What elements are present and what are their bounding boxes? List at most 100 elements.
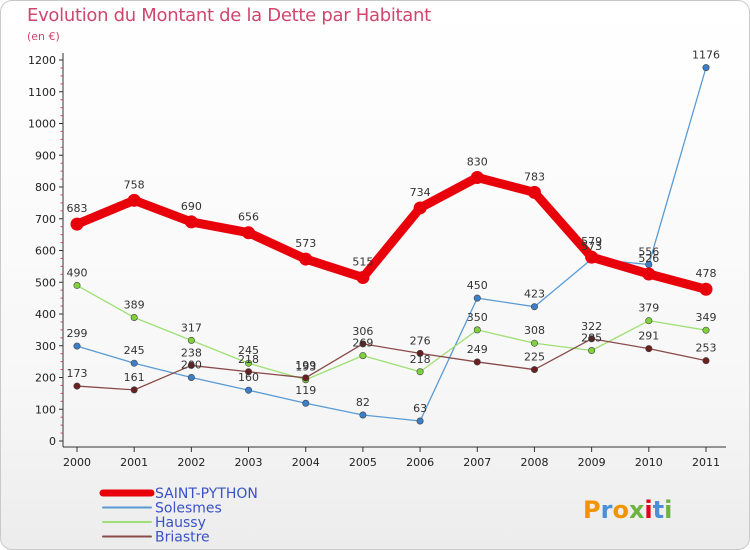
data-point-solesmes <box>702 64 710 72</box>
y-tick-label: 300 <box>35 340 56 353</box>
data-label-solesmes: 82 <box>356 396 370 409</box>
data-label-saint-python: 478 <box>696 267 717 280</box>
x-tick-label: 2003 <box>235 456 263 469</box>
data-point-haussy <box>588 347 596 355</box>
data-label-solesmes: 200 <box>181 359 202 372</box>
data-label-saint-python: 758 <box>124 178 145 191</box>
data-point-saint-python <box>642 267 656 281</box>
data-label-briastre: 238 <box>181 346 202 359</box>
x-tick-label: 2010 <box>635 456 663 469</box>
y-tick-label: 1000 <box>28 118 56 131</box>
data-label-haussy: 349 <box>696 311 717 324</box>
data-point-briastre <box>530 366 538 374</box>
data-label-solesmes: 450 <box>467 279 488 292</box>
data-label-saint-python: 830 <box>467 155 488 168</box>
data-point-haussy <box>530 339 538 347</box>
data-point-briastre <box>245 368 253 376</box>
data-label-briastre: 225 <box>524 351 545 364</box>
x-tick-label: 2004 <box>292 456 320 469</box>
data-point-haussy <box>645 317 653 325</box>
data-label-solesmes: 160 <box>238 371 259 384</box>
data-point-solesmes <box>530 303 538 311</box>
data-point-briastre <box>588 335 596 343</box>
data-label-solesmes: 119 <box>295 384 316 397</box>
series-line-briastre <box>76 338 707 391</box>
data-point-saint-python <box>242 226 256 240</box>
data-point-saint-python <box>299 252 313 266</box>
data-point-solesmes <box>73 342 81 350</box>
data-point-haussy <box>130 313 138 321</box>
data-label-saint-python: 656 <box>238 211 259 224</box>
data-label-solesmes: 556 <box>638 245 659 258</box>
data-label-haussy: 269 <box>352 337 373 350</box>
logo-letter: t <box>653 496 664 524</box>
data-point-solesmes <box>130 359 138 367</box>
data-label-briastre: 218 <box>238 353 259 366</box>
x-tick-label: 2008 <box>520 456 548 469</box>
data-label-saint-python: 683 <box>67 202 88 215</box>
logo-letter: x <box>629 496 645 524</box>
data-label-solesmes: 245 <box>124 344 145 357</box>
data-label-saint-python: 783 <box>524 170 545 183</box>
x-tick-label: 2007 <box>463 456 491 469</box>
data-point-briastre <box>702 357 710 365</box>
x-tick-label: 2001 <box>120 456 148 469</box>
data-point-haussy <box>416 368 424 376</box>
logo-letter: P <box>583 496 601 524</box>
legend-label-saint-python: SAINT-PYTHON <box>155 486 258 502</box>
data-point-saint-python <box>70 217 84 231</box>
data-label-haussy: 245 <box>238 344 259 357</box>
data-point-saint-python <box>184 215 198 229</box>
data-label-haussy: 193 <box>295 361 316 374</box>
data-point-saint-python <box>356 270 370 284</box>
data-label-briastre: 249 <box>467 343 488 356</box>
data-label-haussy: 218 <box>410 353 431 366</box>
data-label-briastre: 173 <box>67 367 88 380</box>
data-point-saint-python <box>470 170 484 184</box>
y-tick-label: 800 <box>35 181 56 194</box>
y-tick-label: 400 <box>35 308 56 321</box>
legend-label-briastre: Briastre <box>155 530 210 546</box>
data-point-haussy <box>359 352 367 360</box>
data-label-saint-python: 573 <box>295 237 316 250</box>
data-label-saint-python: 579 <box>581 235 602 248</box>
data-point-solesmes <box>302 399 310 407</box>
y-tick-label: 100 <box>35 403 56 416</box>
data-label-saint-python: 526 <box>638 252 659 265</box>
data-point-briastre <box>473 358 481 366</box>
data-point-solesmes <box>187 373 195 381</box>
data-label-solesmes: 63 <box>413 402 427 415</box>
logo-letter: i <box>664 496 672 524</box>
y-tick-label: 900 <box>35 149 56 162</box>
y-tick-label: 700 <box>35 213 56 226</box>
x-tick-label: 2009 <box>578 456 606 469</box>
data-point-briastre <box>73 382 81 390</box>
series-line-saint-python <box>72 172 711 294</box>
data-label-solesmes: 573 <box>581 240 602 253</box>
logo-letter: r <box>601 496 613 524</box>
data-point-haussy <box>473 326 481 334</box>
data-label-haussy: 389 <box>124 298 145 311</box>
data-label-haussy: 379 <box>638 302 659 315</box>
data-point-briastre <box>302 374 310 382</box>
data-label-solesmes: 299 <box>67 327 88 340</box>
x-tick-label: 2005 <box>349 456 377 469</box>
data-point-saint-python <box>413 201 427 215</box>
data-label-haussy: 350 <box>467 311 488 324</box>
data-label-solesmes: 423 <box>524 288 545 301</box>
data-point-saint-python <box>585 250 599 264</box>
data-label-briastre: 276 <box>410 334 431 347</box>
legend-label-haussy: Haussy <box>155 515 206 531</box>
x-tick-label: 2002 <box>177 456 205 469</box>
data-label-solesmes: 1176 <box>692 49 720 62</box>
data-point-briastre <box>645 345 653 353</box>
data-point-briastre <box>359 340 367 348</box>
y-tick-label: 200 <box>35 372 56 385</box>
data-point-haussy <box>245 359 253 367</box>
logo-letter: i <box>644 496 652 524</box>
data-label-briastre: 161 <box>124 371 145 384</box>
data-label-briastre: 199 <box>295 359 316 372</box>
x-tick-label: 2000 <box>63 456 91 469</box>
data-label-haussy: 317 <box>181 321 202 334</box>
